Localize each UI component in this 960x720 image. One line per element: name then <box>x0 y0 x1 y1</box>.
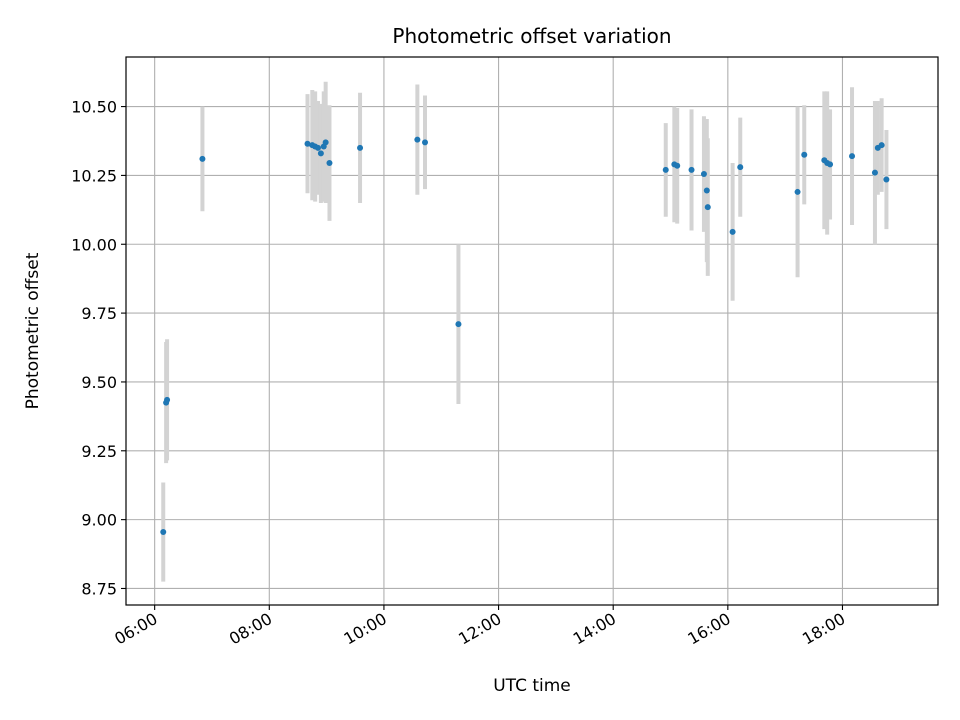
data-point <box>662 166 669 173</box>
data-point <box>160 529 167 536</box>
data-point <box>674 162 681 169</box>
data-point <box>422 139 429 146</box>
plot-frame <box>125 56 939 606</box>
y-tick-label: 9.75 <box>81 304 117 323</box>
data-point <box>827 161 834 168</box>
data-point <box>315 144 322 151</box>
data-point <box>700 171 707 178</box>
data-points <box>160 136 890 536</box>
y-tick-label: 8.75 <box>81 579 117 598</box>
data-point <box>164 396 171 403</box>
data-point <box>703 187 710 194</box>
data-point <box>704 204 711 211</box>
data-point <box>688 166 695 173</box>
data-point <box>357 144 364 151</box>
y-axis-title: Photometric offset <box>23 252 43 409</box>
y-tick-label: 10.25 <box>71 166 117 185</box>
chart-title: Photometric offset variation <box>392 24 671 48</box>
data-point <box>883 176 890 183</box>
data-point <box>326 160 333 167</box>
data-point <box>794 188 801 195</box>
data-point <box>878 142 885 149</box>
data-point <box>322 139 329 146</box>
data-point <box>871 169 878 176</box>
data-point <box>729 228 736 235</box>
x-axis-title: UTC time <box>493 676 571 696</box>
y-tick-label: 9.50 <box>81 373 117 392</box>
data-point <box>199 155 206 162</box>
data-point <box>317 150 324 157</box>
data-point <box>801 151 808 158</box>
data-point <box>455 321 462 328</box>
data-point <box>737 164 744 171</box>
y-tick-label: 9.00 <box>81 511 117 530</box>
y-tick-label: 9.25 <box>81 442 117 461</box>
data-point <box>849 153 856 160</box>
data-point <box>414 136 421 143</box>
y-tick-label: 10.00 <box>71 235 117 254</box>
data-point <box>304 140 311 147</box>
y-tick-label: 10.50 <box>71 98 117 117</box>
